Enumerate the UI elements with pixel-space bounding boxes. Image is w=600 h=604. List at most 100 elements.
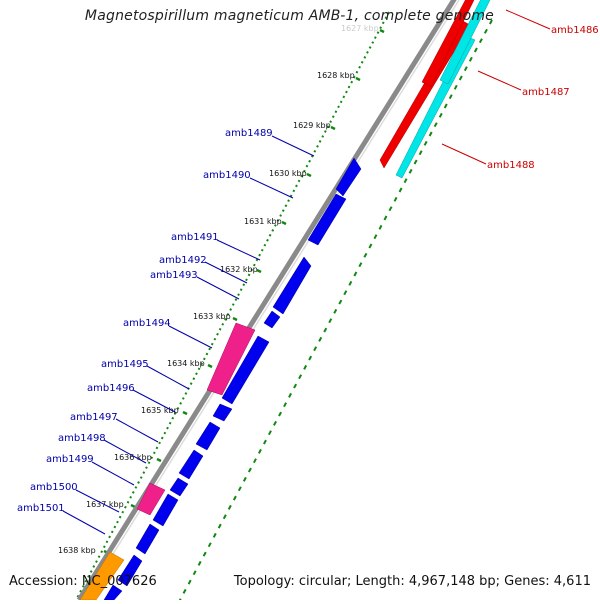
inner-ring-major-tick (379, 28, 385, 34)
inner-ring-dot (97, 555, 101, 558)
inner-ring-dot (358, 65, 361, 69)
gene-label-amb1499[interactable]: amb1499 (46, 454, 94, 465)
outer-ring-dash (358, 262, 363, 268)
inner-ring-dot (208, 347, 211, 351)
inner-ring-dot (100, 550, 104, 554)
inner-ring-dot (318, 140, 322, 143)
genome-summary-text: Topology: circular; Length: 4,967,148 bp… (233, 574, 591, 589)
leader-line (204, 261, 248, 284)
inner-ring-dot (374, 36, 377, 39)
outer-ring-dash (247, 467, 252, 473)
gene-amb1495[interactable] (221, 335, 270, 405)
gene-amb1499[interactable] (169, 477, 189, 497)
reverse-gene-track (79, 157, 362, 601)
outer-ring-dash (293, 383, 298, 389)
gene-label-amb1491[interactable]: amb1491 (171, 232, 219, 243)
leader-line (75, 489, 120, 513)
inner-ring-dot (87, 575, 90, 578)
inner-ring-dot (384, 16, 388, 20)
leader-line (505, 9, 551, 30)
inner-ring-dot (324, 130, 327, 133)
inner-ring-dot (181, 397, 185, 400)
inner-ring-dot (224, 317, 227, 321)
inner-ring-dot (334, 110, 338, 114)
inner-ring-dot (150, 456, 154, 460)
gene-amb1501b[interactable] (117, 554, 143, 587)
outer-ring-dash (288, 392, 292, 398)
inner-ring-dot (355, 70, 359, 74)
outer-ring-dash (368, 243, 373, 249)
gene-amb1494[interactable] (206, 322, 256, 396)
outer-ring-dash (278, 411, 282, 417)
inner-ring-dot (81, 584, 85, 588)
gene-label-amb1489[interactable]: amb1489 (225, 128, 273, 139)
outer-ring-dash (443, 103, 448, 109)
gene-label-amb1492[interactable]: amb1492 (159, 255, 207, 266)
inner-ring-dot (276, 219, 280, 222)
inner-ring-dot (116, 520, 119, 524)
gene-label-amb1493[interactable]: amb1493 (150, 270, 198, 281)
outer-ring-dash (473, 47, 478, 53)
leader-line (196, 276, 240, 300)
inner-ring-major-tick (256, 268, 262, 274)
gene-amb1497[interactable] (195, 421, 221, 451)
gene-label-amb1497[interactable]: amb1497 (70, 412, 118, 423)
gene-label-amb1498[interactable]: amb1498 (58, 433, 106, 444)
outer-ring-dash (408, 168, 413, 174)
inner-ring-dot (160, 436, 164, 440)
inner-ring-dot (253, 263, 256, 267)
gene-amb1486b[interactable] (439, 0, 491, 85)
gene-amb1491[interactable] (272, 256, 312, 315)
inner-ring-dot (366, 51, 369, 54)
inner-ring-major-tick (330, 125, 336, 131)
gene-label-amb1500[interactable]: amb1500 (30, 482, 78, 493)
inner-ring-dot (129, 495, 132, 499)
outer-ring-dash (242, 476, 247, 482)
outer-ring-dash (453, 84, 458, 90)
inner-ring-dot (145, 466, 148, 469)
gene-amb1492[interactable] (263, 310, 281, 329)
leader-line (168, 325, 213, 349)
inner-ring-dot (189, 382, 193, 385)
gene-amb1498[interactable] (178, 449, 204, 480)
leader-line (103, 439, 147, 464)
gene-label-amb1486[interactable]: amb1486 (551, 25, 599, 36)
inner-ring-dot (221, 322, 225, 326)
leader-line (216, 239, 261, 261)
inner-ring-dot (331, 115, 335, 119)
outer-ring-dash (207, 542, 212, 548)
inner-ring-major-tick (130, 503, 136, 509)
outer-ring-dash (418, 150, 423, 156)
gene-amb1500[interactable] (136, 482, 166, 516)
outer-ring-dash (383, 215, 388, 221)
gene-label-amb1495[interactable]: amb1495 (101, 359, 149, 370)
gene-amb1489[interactable] (335, 157, 362, 197)
outer-ring-dash (313, 346, 318, 352)
gene-label-amb1501[interactable]: amb1501 (17, 503, 65, 514)
inner-ring-dot (237, 293, 240, 296)
inner-ring-dot (303, 169, 306, 173)
outer-ring-dash (388, 206, 393, 212)
inner-ring-dot (121, 510, 125, 514)
gene-amb1496[interactable] (212, 403, 233, 422)
gene-label-amb1496[interactable]: amb1496 (87, 383, 135, 394)
inner-ring-dot (79, 589, 82, 593)
gene-amb1486[interactable] (421, 0, 475, 88)
gene-amb1501[interactable] (135, 523, 160, 555)
tick-labels: 1627 kbp 1628 kbp 1629 kbp 1630 kbp 1631… (58, 24, 379, 555)
gene-label-amb1487[interactable]: amb1487 (522, 87, 570, 98)
inner-ring-dot (179, 402, 182, 405)
gene-label-amb1490[interactable]: amb1490 (203, 170, 251, 181)
leader-line (91, 461, 135, 486)
gene-amb1490[interactable] (307, 193, 347, 246)
tick-label: 1635 kbp (141, 406, 179, 415)
gene-amb1500b[interactable] (152, 493, 179, 527)
gene-amb1487[interactable] (395, 35, 476, 179)
gene-label-amb1488[interactable]: amb1488 (487, 160, 535, 171)
tick-rings (76, 11, 493, 604)
inner-ring-dot (258, 253, 261, 257)
inner-ring-dot (192, 377, 196, 381)
gene-label-amb1494[interactable]: amb1494 (123, 318, 171, 329)
outer-ring-dash (298, 374, 303, 380)
